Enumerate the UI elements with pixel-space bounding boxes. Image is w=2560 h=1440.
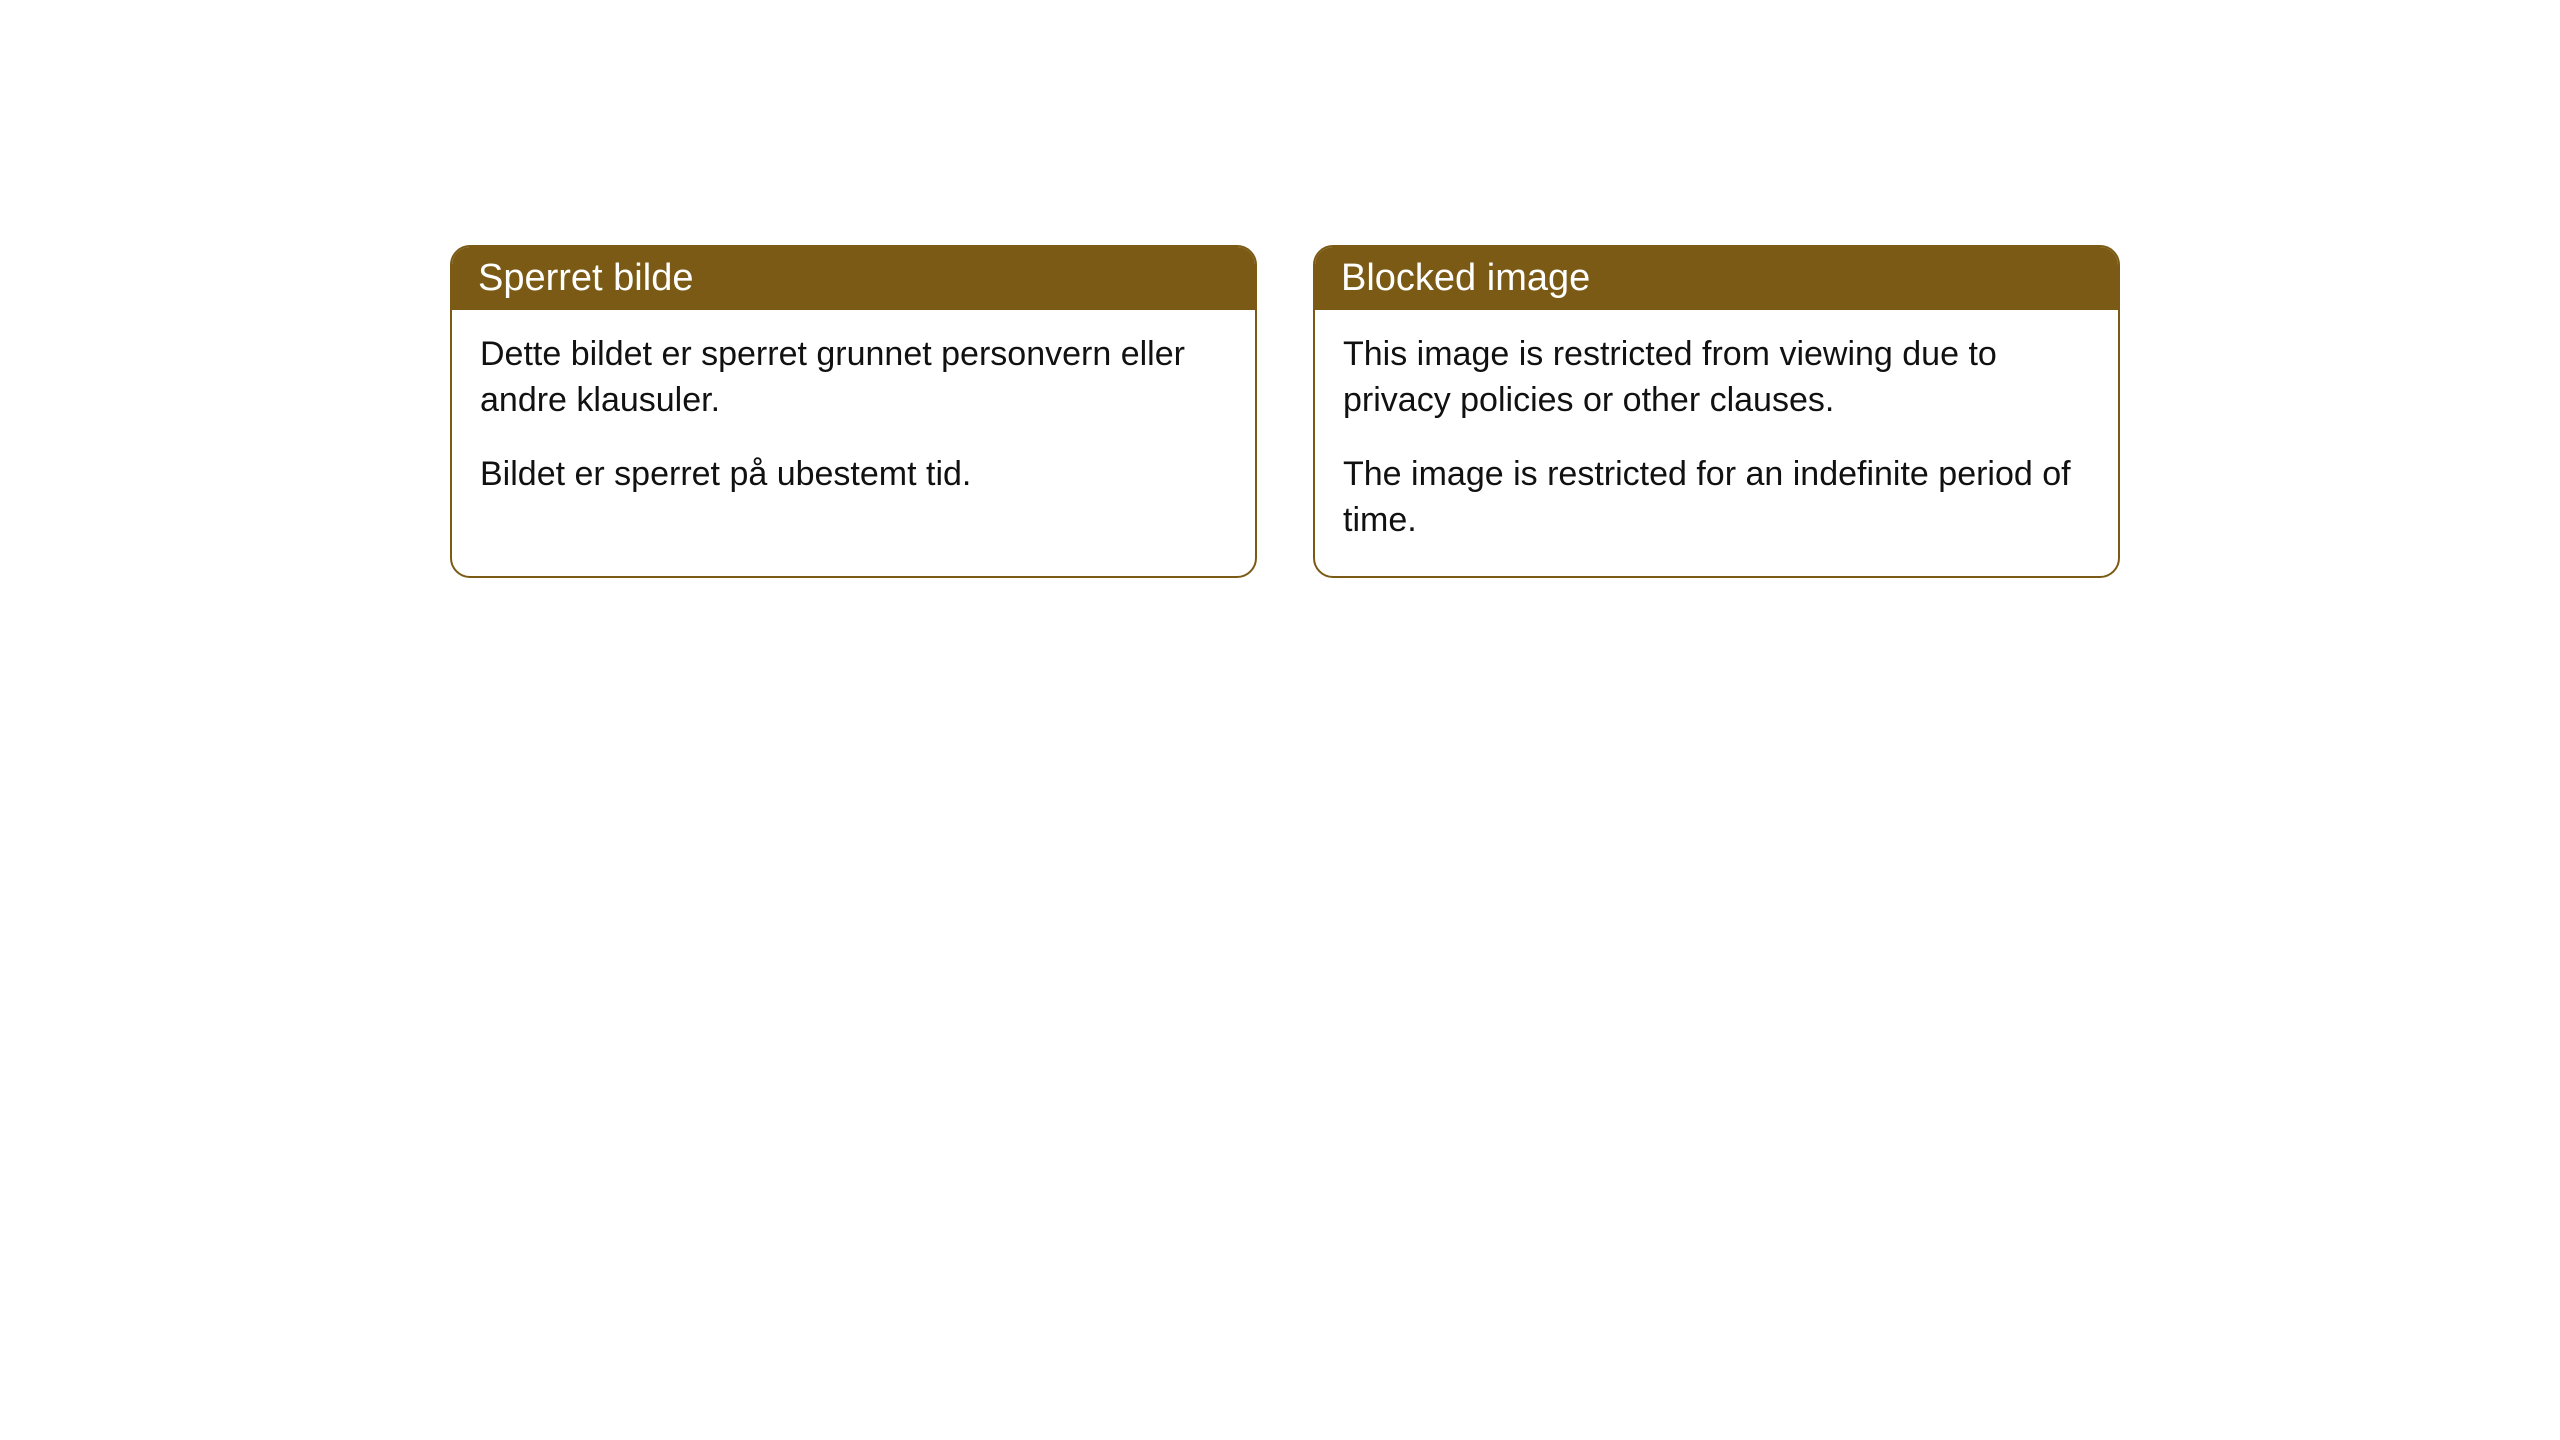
card-header-no: Sperret bilde xyxy=(452,247,1255,310)
blocked-image-card-en: Blocked image This image is restricted f… xyxy=(1313,245,2120,578)
cards-container: Sperret bilde Dette bildet er sperret gr… xyxy=(450,245,2120,578)
card-header-en: Blocked image xyxy=(1315,247,2118,310)
card-text-en-2: The image is restricted for an indefinit… xyxy=(1343,452,2090,544)
card-text-no-1: Dette bildet er sperret grunnet personve… xyxy=(480,332,1227,424)
card-text-no-2: Bildet er sperret på ubestemt tid. xyxy=(480,452,1227,498)
card-body-en: This image is restricted from viewing du… xyxy=(1315,310,2118,576)
blocked-image-card-no: Sperret bilde Dette bildet er sperret gr… xyxy=(450,245,1257,578)
card-text-en-1: This image is restricted from viewing du… xyxy=(1343,332,2090,424)
card-body-no: Dette bildet er sperret grunnet personve… xyxy=(452,310,1255,530)
